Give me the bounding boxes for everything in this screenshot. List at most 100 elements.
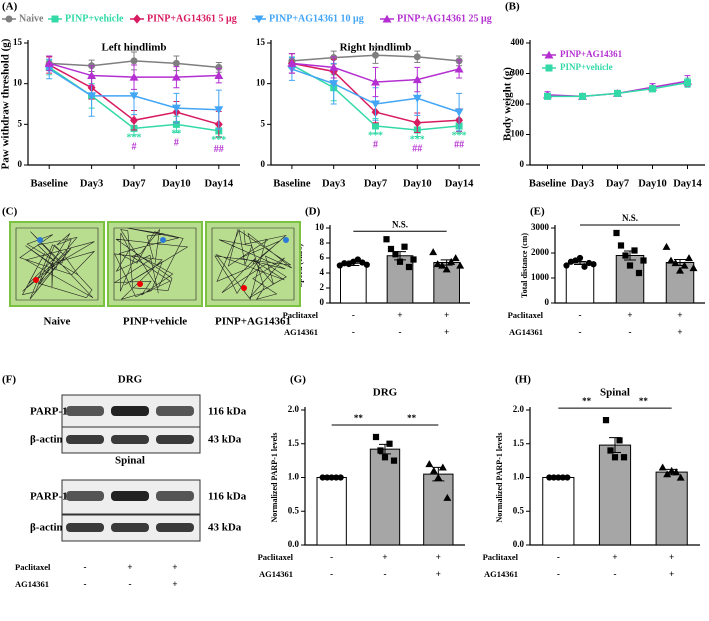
bar bbox=[369, 448, 401, 546]
data-point bbox=[372, 433, 380, 441]
x-tick-label: Baseline bbox=[273, 178, 311, 189]
y-tick-label: 300 bbox=[511, 68, 525, 78]
y-tick-label: 2.0 bbox=[513, 404, 525, 414]
annotation: ## bbox=[214, 144, 224, 155]
band-size: 43 kDa bbox=[208, 434, 242, 446]
chart-title: DRG bbox=[373, 387, 398, 399]
row-label: AG14361 bbox=[484, 569, 518, 579]
data-point bbox=[590, 261, 597, 268]
data-point bbox=[377, 447, 384, 454]
row-sign: + bbox=[172, 562, 177, 572]
data-point bbox=[405, 263, 413, 271]
row-sign: + bbox=[444, 310, 449, 320]
data-point bbox=[602, 417, 610, 424]
row-label: Paclitaxel bbox=[258, 552, 294, 562]
y-tick-label: 8 bbox=[320, 237, 325, 247]
data-point bbox=[287, 59, 297, 67]
row-sign: + bbox=[669, 569, 674, 579]
y-tick-label: 1.0 bbox=[288, 472, 300, 482]
row-sign: - bbox=[352, 310, 355, 320]
significance-label: ** bbox=[354, 413, 364, 423]
data-point bbox=[392, 251, 399, 258]
data-point bbox=[614, 89, 621, 97]
bar bbox=[655, 471, 688, 546]
significance-label: ** bbox=[407, 413, 417, 423]
legend-marker bbox=[51, 15, 59, 23]
panel-label: (B) bbox=[505, 1, 520, 13]
annotation: *** bbox=[368, 130, 383, 141]
band-size: 116 kDa bbox=[208, 491, 247, 503]
y-tick-label: 2000 bbox=[531, 247, 550, 257]
data-point bbox=[130, 115, 138, 125]
x-tick-label: Day7 bbox=[364, 178, 387, 189]
data-point bbox=[680, 261, 689, 269]
data-point bbox=[576, 254, 584, 262]
data-point bbox=[429, 248, 438, 256]
y-tick-label: 0 bbox=[320, 297, 325, 307]
legend-marker bbox=[382, 14, 392, 23]
data-point bbox=[401, 243, 408, 250]
data-point bbox=[611, 454, 619, 461]
y-tick-label: 15 bbox=[13, 37, 23, 47]
x-tick-label: Day7 bbox=[606, 178, 629, 189]
y-axis-label: Normalized PARP-1 levels bbox=[270, 432, 279, 522]
row-sign: - bbox=[384, 569, 387, 579]
data-point bbox=[214, 106, 224, 115]
data-point bbox=[433, 260, 442, 268]
data-point bbox=[425, 460, 434, 468]
start-dot bbox=[160, 237, 166, 243]
data-point bbox=[626, 262, 634, 269]
data-point bbox=[672, 468, 681, 476]
blot-band bbox=[156, 491, 194, 501]
band-size: 116 kDa bbox=[208, 406, 247, 418]
data-point bbox=[662, 242, 671, 250]
data-point bbox=[329, 63, 339, 71]
data-point bbox=[667, 256, 675, 264]
arena-label: Naive bbox=[44, 316, 71, 328]
data-point bbox=[635, 269, 643, 277]
row-sign: + bbox=[436, 552, 441, 562]
data-point bbox=[544, 92, 551, 100]
y-axis-label: Normalized PARP-1 levels bbox=[495, 432, 504, 522]
x-tick-label: Day10 bbox=[638, 178, 667, 189]
data-point bbox=[454, 108, 464, 117]
data-point bbox=[438, 261, 447, 269]
row-sign: - bbox=[352, 327, 355, 337]
data-point bbox=[396, 258, 404, 265]
y-axis-label: Body weight (g) bbox=[502, 67, 514, 141]
data-point bbox=[44, 59, 54, 67]
legend-marker bbox=[544, 50, 554, 59]
annotation: ## bbox=[454, 139, 464, 150]
legend-marker bbox=[254, 15, 264, 24]
y-tick-label: 15 bbox=[256, 37, 266, 47]
track bbox=[113, 227, 197, 301]
data-point bbox=[649, 85, 656, 93]
row-sign: - bbox=[557, 552, 560, 562]
row-sign: + bbox=[627, 310, 632, 320]
panel-label: (G) bbox=[290, 374, 306, 386]
track bbox=[211, 227, 295, 301]
blot-band bbox=[156, 435, 194, 444]
data-point bbox=[390, 457, 398, 464]
y-tick-label: 10 bbox=[13, 78, 23, 88]
row-label: AG14361 bbox=[259, 569, 293, 579]
data-point bbox=[622, 252, 629, 259]
y-tick-label: 6 bbox=[320, 252, 325, 262]
row-sign: - bbox=[330, 569, 333, 579]
row-label: AG14361 bbox=[509, 327, 543, 337]
y-tick-label: 0 bbox=[18, 159, 23, 169]
data-point bbox=[676, 473, 685, 481]
end-dot bbox=[137, 281, 143, 287]
data-point bbox=[87, 71, 97, 80]
blot-band bbox=[66, 523, 104, 532]
row-sign: - bbox=[614, 569, 617, 579]
significance-label: N.S. bbox=[622, 213, 638, 223]
legend-label: PINP+vehicle bbox=[560, 62, 613, 72]
data-point bbox=[372, 51, 379, 59]
data-point bbox=[87, 92, 97, 101]
y-axis-label: Total distance (cm) bbox=[520, 233, 529, 298]
y-tick-label: 2 bbox=[320, 282, 325, 292]
bar bbox=[565, 262, 595, 304]
panel-label: (E) bbox=[530, 206, 545, 218]
legend-marker bbox=[5, 15, 13, 23]
